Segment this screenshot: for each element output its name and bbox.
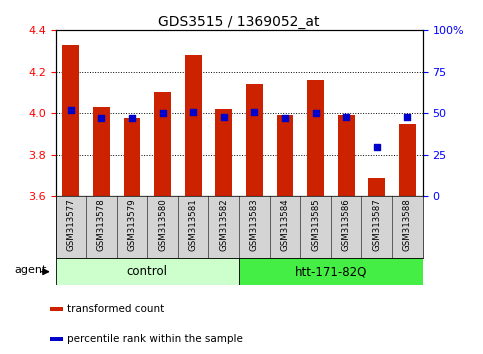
Point (220, 114, 227, 119)
Text: control: control (127, 265, 168, 278)
Text: GSM313578: GSM313578 (97, 198, 106, 251)
Bar (93, 107, 110, 196)
Bar (307, 80, 324, 196)
Point (189, 109, 197, 114)
Bar (246, 84, 263, 196)
Point (128, 115, 136, 121)
Bar (277, 115, 293, 196)
Text: GSM313582: GSM313582 (219, 198, 228, 251)
Bar (50, 337, 63, 341)
Bar (154, 92, 171, 196)
Text: GSM313585: GSM313585 (311, 198, 320, 251)
Point (373, 144, 381, 149)
Text: percentile rank within the sample: percentile rank within the sample (67, 334, 242, 344)
Text: GSM313586: GSM313586 (341, 198, 351, 251)
Text: GSM313580: GSM313580 (158, 198, 167, 251)
Bar (62, 45, 79, 196)
Text: GSM313577: GSM313577 (66, 198, 75, 251)
Bar (124, 119, 141, 196)
Text: GSM313581: GSM313581 (189, 198, 198, 251)
Text: GSM313588: GSM313588 (403, 198, 412, 251)
Point (342, 114, 350, 119)
Point (67, 107, 75, 113)
Point (251, 109, 258, 114)
Point (312, 110, 319, 116)
FancyBboxPatch shape (239, 258, 423, 285)
Text: htt-171-82Q: htt-171-82Q (295, 265, 367, 278)
Bar (399, 124, 416, 196)
Text: transformed count: transformed count (67, 304, 164, 314)
Bar (338, 115, 355, 196)
Bar (369, 178, 385, 196)
Text: GSM313583: GSM313583 (250, 198, 259, 251)
FancyBboxPatch shape (56, 258, 239, 285)
Point (403, 114, 411, 119)
Text: GSM313587: GSM313587 (372, 198, 381, 251)
Bar (215, 109, 232, 196)
Point (281, 115, 289, 121)
Text: GSM313584: GSM313584 (281, 198, 289, 251)
Point (159, 110, 167, 116)
Bar (50, 307, 63, 311)
Point (98, 115, 105, 121)
Bar (185, 55, 201, 196)
Text: GSM313579: GSM313579 (128, 198, 137, 251)
Title: GDS3515 / 1369052_at: GDS3515 / 1369052_at (158, 15, 320, 29)
Text: agent: agent (14, 266, 46, 275)
